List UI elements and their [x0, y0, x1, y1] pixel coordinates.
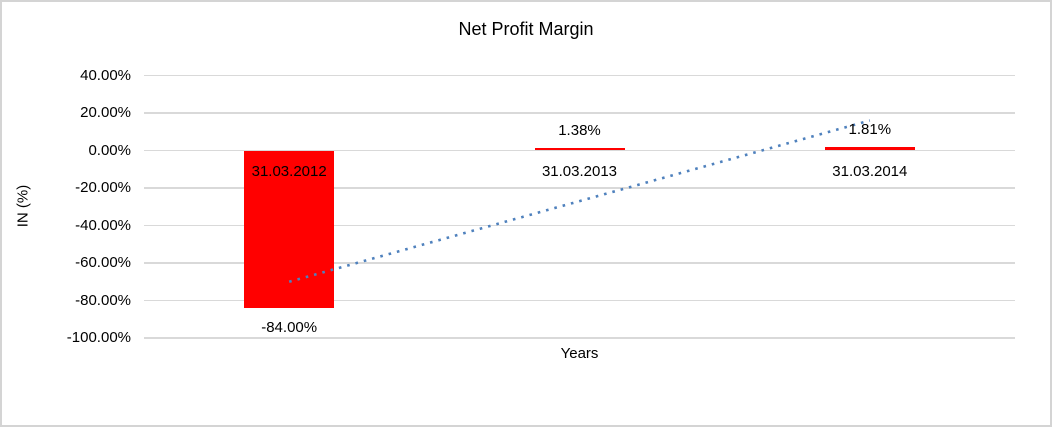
- linear-trendline: [288, 119, 871, 284]
- gridline: [144, 74, 1015, 77]
- data-label: 1.38%: [558, 121, 601, 139]
- category-label: 31.03.2014: [832, 163, 908, 180]
- y-tick-label: -40.00%: [75, 216, 131, 234]
- y-tick-label: 0.00%: [88, 141, 131, 159]
- y-tick-label: -20.00%: [75, 179, 131, 196]
- x-axis-title: Years: [560, 345, 599, 362]
- y-tick-label: 40.00%: [80, 66, 131, 84]
- chart-title: Net Profit Margin: [458, 19, 594, 39]
- gridline: [144, 112, 1015, 114]
- y-tick-label: -100.00%: [66, 329, 131, 346]
- category-label: 31.03.2012: [251, 163, 327, 180]
- y-tick-label: 20.00%: [80, 104, 131, 121]
- y-tick-label: -60.00%: [75, 254, 131, 271]
- y-tick-label: -80.00%: [75, 291, 131, 309]
- data-label: 1.81%: [848, 121, 892, 139]
- gridline: [144, 337, 1015, 339]
- bar: [534, 147, 625, 151]
- data-label: -84.00%: [261, 319, 318, 336]
- gridline: [144, 299, 1015, 302]
- bar: [824, 147, 915, 151]
- category-label: 31.03.2013: [541, 163, 618, 180]
